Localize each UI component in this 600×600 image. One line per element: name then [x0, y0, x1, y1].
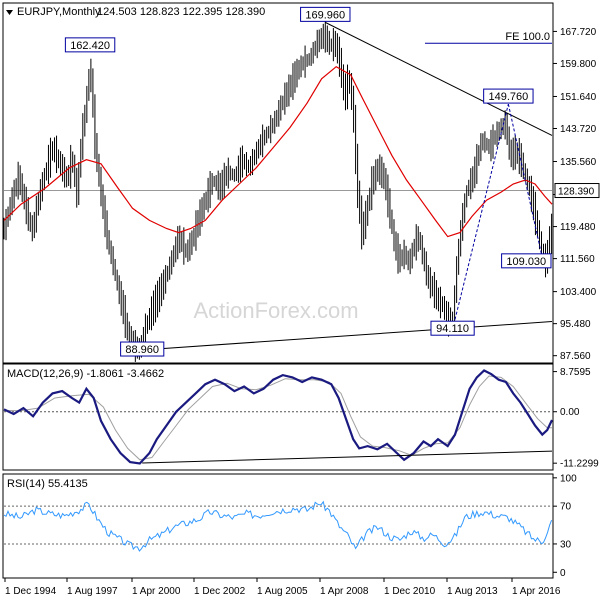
x-axis-tick-label: 1 Dec 1994: [5, 586, 57, 597]
watermark: ActionForex.com: [193, 298, 358, 323]
price-annotation: 162.420: [64, 37, 116, 53]
macd-line: [3, 369, 553, 465]
price-panel-frame: [2, 2, 554, 364]
rsi-panel: [3, 500, 553, 552]
annotation-box: [120, 341, 165, 357]
price-annotation: 169.960: [300, 6, 351, 22]
price-axis-tick-label: 111.560: [560, 254, 595, 265]
fe-label: FE 100.0: [505, 31, 550, 43]
x-axis-tick-label: 1 Aug 2005: [257, 586, 308, 597]
x-axis-tick-label: 1 Apr 2016: [512, 586, 561, 597]
price-axis-tick-label: 151.640: [560, 92, 597, 103]
chart-header: EURJPY,Monthly 124.503 128.823 122.395 1…: [6, 6, 265, 18]
current-price-label: 128.390: [558, 187, 595, 198]
annotation-box: [430, 320, 475, 336]
support-trendline: [142, 321, 553, 351]
x-axis-tick-label: 1 Apr 2000: [132, 586, 181, 597]
projection-line: [507, 103, 546, 269]
price-annotation: 94.110: [430, 320, 475, 336]
annotation-box: [64, 37, 116, 53]
macd-trendline: [142, 450, 553, 464]
price-panel: 162.420 169.960 88.960 94.110 149.760 109.030…: [3, 6, 553, 362]
price-annotation: 109.030: [501, 253, 552, 269]
x-axis-tick-label: 1 Apr 2008: [320, 586, 369, 597]
price-axis-tick-label: 159.800: [560, 59, 597, 70]
rsi-axis-tick-label: 100: [560, 473, 577, 484]
annotation-label: 162.420: [70, 40, 110, 52]
annotation-box: [483, 88, 534, 104]
x-axis-tick-label: 1 Aug 1997: [67, 586, 118, 597]
macd-axis-tick-label: 0.00: [560, 407, 580, 418]
projection-line: [452, 103, 509, 330]
rsi-axis-tick-label: 30: [560, 539, 572, 550]
x-axis-tick-label: 1 Aug 2013: [447, 586, 498, 597]
current-price-box: [554, 183, 600, 199]
macd-title: MACD(12,26,9) -1.8061 -3.4662: [7, 368, 164, 380]
x-axis-tick-label: 1 Dec 2010: [384, 586, 436, 597]
price-axis-tick-label: 103.400: [560, 287, 597, 298]
annotation-label: 169.960: [305, 9, 345, 21]
symbol-label: EURJPY,Monthly: [17, 6, 101, 18]
price-axis-tick-label: 167.720: [560, 27, 597, 38]
price-axis-tick-label: 95.480: [560, 319, 591, 330]
resistance-trendline: [325, 21, 553, 136]
rsi-axis-tick-label: 70: [560, 502, 572, 513]
price-axis-tick-label: 135.560: [560, 157, 597, 168]
ohlc-values: 124.503 128.823 122.395 128.390: [97, 6, 265, 18]
annotation-box: [300, 6, 351, 22]
price-axis-tick-label: 143.720: [560, 124, 597, 135]
price-annotation: 88.960: [120, 341, 165, 357]
axes: 87.56095.480103.400111.560119.480127.400…: [4, 27, 600, 597]
macd-axis-tick-label: -11.2299: [560, 459, 599, 470]
price-axis-tick-label: 119.480: [560, 222, 596, 233]
x-axis-tick-label: 1 Dec 2002: [194, 586, 246, 597]
macd-panel-frame: [2, 363, 554, 471]
macd-panel: [3, 369, 553, 465]
rsi-line: [3, 500, 553, 552]
annotation-label: 88.960: [125, 344, 159, 356]
macd-axis-tick-label: 8.7595: [560, 367, 591, 378]
annotation-label: 94.110: [436, 323, 469, 335]
annotation-label: 109.030: [506, 256, 546, 268]
price-annotation: 149.760: [483, 88, 534, 104]
rsi-axis-tick-label: 0: [560, 568, 566, 579]
rsi-title: RSI(14) 55.4135: [7, 478, 88, 490]
price-axis-tick-label: 87.560: [560, 351, 591, 362]
triangle-down-icon: [6, 10, 13, 15]
annotation-label: 149.760: [488, 91, 528, 103]
annotation-box: [501, 253, 552, 269]
rsi-panel-frame: [2, 473, 554, 579]
